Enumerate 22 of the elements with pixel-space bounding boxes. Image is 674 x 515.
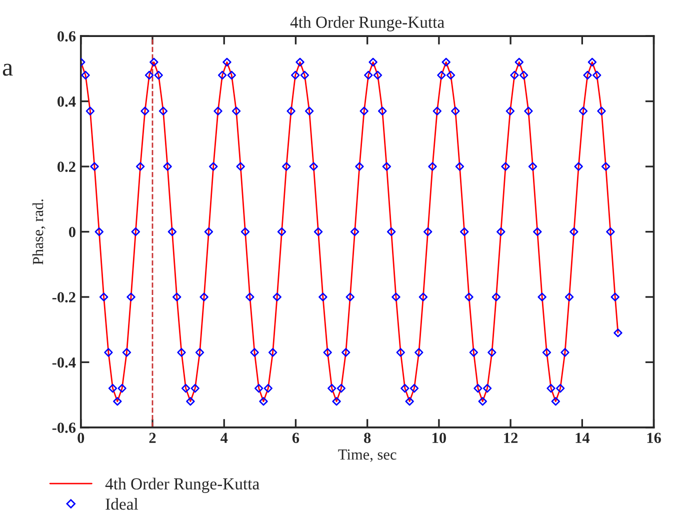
y-tick-label: 0 — [68, 226, 76, 238]
y-tick-label: -0.4 — [52, 357, 76, 368]
x-tick-label: 16 — [647, 432, 661, 444]
x-tick-label: 2 — [149, 432, 156, 443]
x-tick-label: 4 — [220, 432, 228, 443]
y-tick-label: 0.2 — [58, 162, 76, 172]
x-tick-label: 6 — [292, 432, 300, 444]
x-tick-label: 8 — [364, 432, 371, 444]
x-tick-label: 0 — [78, 432, 84, 444]
y-tick-label: 0.6 — [58, 31, 76, 42]
y-axis-title: Phase, rad. — [32, 199, 46, 265]
x-tick-label: 10 — [432, 432, 446, 444]
text: a — [2, 64, 13, 76]
x-axis-title: Time, sec — [338, 449, 396, 462]
y-tick-label: 0.4 — [58, 96, 76, 107]
y-tick-label: -0.2 — [52, 292, 76, 302]
y-tick-label: -0.6 — [52, 422, 76, 433]
x-tick-label: 12 — [504, 432, 518, 443]
legend-label: Ideal — [106, 498, 138, 510]
chart-title: 4th Order Runge-Kutta — [290, 16, 444, 32]
legend-label: 4th Order Runge-Kutta — [105, 478, 260, 493]
x-tick-label: 14 — [576, 432, 590, 443]
